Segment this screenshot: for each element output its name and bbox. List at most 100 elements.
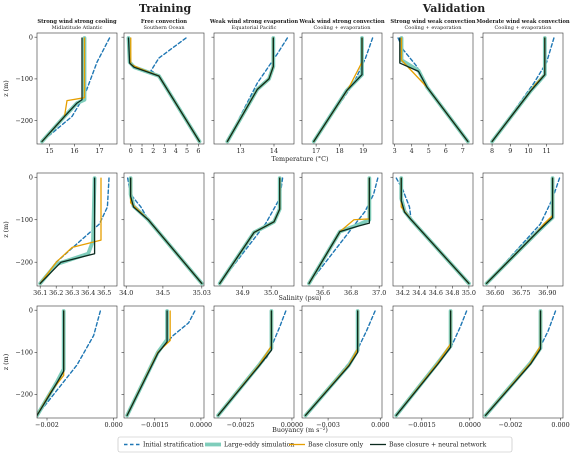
panel-frame [123,32,205,145]
panel-subtitle: Cooling + evaporation [313,25,371,31]
legend: Initial stratification Large-eddy simulat… [117,436,513,453]
les-line [483,309,543,418]
neural-network-line [129,177,203,285]
initial-stratification-line [485,177,561,285]
panel-frame [123,172,205,287]
training-title: Training [139,2,192,15]
panel-frame [392,32,474,145]
x-tick-label: 5 [427,147,431,155]
x-tick-label: 35.0 [462,289,476,297]
x-tick-label: 36.6 [316,289,330,297]
x-tick-label: 6 [196,147,200,155]
x-tick-label: 36.75 [512,289,530,297]
x-tick-label: 6 [444,147,448,155]
panel-title: Free convection [141,19,187,25]
panel-frame [123,305,205,419]
x-tick-label: 15 [45,147,53,155]
legend-frame [117,436,513,453]
les-line [216,309,274,418]
panel-frame [301,32,383,145]
panel-frame [482,172,564,287]
x-tick-label: 14 [270,147,278,155]
base-closure-line [313,37,363,143]
panel-title: Weak wind strong convection [298,19,385,25]
x-tick-label: 11 [543,147,551,155]
x-tick-label: −0.0015 [141,421,169,429]
neural-network-line [399,37,469,143]
x-tick-label: 16 [70,147,78,155]
x-tick-label: 34.0 [119,289,133,297]
initial-stratification-line [39,177,110,285]
les-line [484,176,555,286]
les-line [311,36,364,144]
panel-subtitle: Equatorial Pacific [232,25,277,31]
les-line [399,36,470,144]
x-tick-label: 34.4 [412,289,426,297]
panel-title: Strong wind strong cooling [37,19,117,25]
initial-stratification-line [126,310,196,417]
panel-temperature-4: 17 18 19 [299,32,383,155]
les-line [225,36,276,144]
base-closure-line [400,177,470,285]
panel-title: Moderate wind weak convection [476,19,570,25]
x-tick-label: −0.0025 [227,421,255,429]
neural-network-line [41,37,83,143]
panel-title: Strong wind weak convection [390,19,475,25]
x-tick-label: 5 [185,147,189,155]
neural-network-line [219,177,281,285]
panel-frame [482,305,564,419]
x-tick-label: 0.000 [371,421,389,429]
x-tick-label: 35.03 [193,289,211,297]
les-line [40,36,87,144]
les-line [125,309,169,418]
panel-title: Weak wind strong evaporation [209,19,299,25]
x-tick-label: 1 [140,147,144,155]
x-tick-label: 36.8 [344,289,358,297]
x-tick-label: 13 [237,147,245,155]
panel-frame [482,32,564,145]
x-tick-label: −0.0015 [408,421,436,429]
neural-network-line [127,37,201,143]
legend-item-initial-label: Initial stratification [143,442,204,449]
x-tick-label: 34.8 [445,289,459,297]
x-tick-label: 34.2 [396,289,410,297]
panel-frame [36,32,118,145]
panel-subtitle: Cooling + evaporation [494,25,552,31]
x-tick-label: 2 [151,147,155,155]
x-tick-label: 10 [524,147,532,155]
neural-network-line [217,310,273,417]
legend-item-base-label: Base closure only [308,442,364,449]
x-tick-label: −0.002 [499,421,523,429]
initial-stratification-line [217,310,287,417]
x-tick-label: 0.0000 [281,421,303,429]
x-tick-label: 4 [410,147,414,155]
panel-salinity-2: 34.0 34.5 35.03 [119,172,211,297]
panel-salinity-3: 34.9 35.0 [211,172,295,297]
y-tick-label: 0 [29,173,33,181]
les-line [37,309,66,418]
panel-salinity-1: 36.1 36.2 36.3 36.4 36.5 0 −100 −200 [15,172,118,297]
x-tick-label: −0.003 [316,421,340,429]
neural-network-line [304,310,359,417]
initial-stratification-line [150,37,201,143]
les-line [128,176,204,286]
x-tick-label: 0.0000 [190,421,212,429]
x-tick-label: 34.5 [156,289,170,297]
neural-network-line [37,310,65,417]
panel-buoyancy-2: −0.0015 0.0000 [121,305,212,429]
les-line [38,176,97,286]
x-tick-label: 3 [163,147,167,155]
neural-network-line [308,177,371,285]
x-tick-label: 36.60 [486,289,504,297]
panel-temperature-5: 3 4 5 6 7 [390,32,474,155]
x-axis-label: Temperature (°C) [272,155,329,163]
initial-stratification-line [304,310,376,417]
x-tick-label: 0.000 [551,421,569,429]
x-tick-label: 37.0 [372,289,386,297]
panel-frame [36,172,118,287]
initial-stratification-line [219,177,284,285]
panel-subtitle: Midlatitude Atlantic [52,25,103,31]
